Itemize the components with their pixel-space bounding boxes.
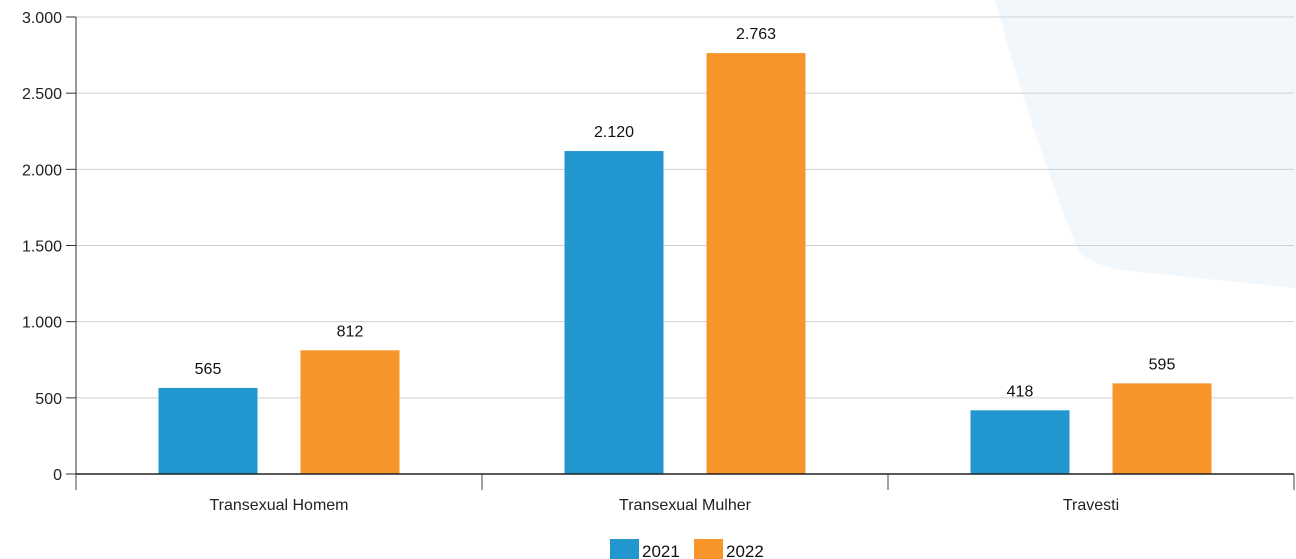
legend: 2021 2022 [610, 539, 764, 559]
y-tick-label: 2.000 [22, 162, 62, 179]
y-tick-label: 2.500 [22, 86, 62, 103]
data-label: 812 [337, 323, 364, 340]
data-label: 2.120 [594, 124, 634, 141]
x-tick-label: Transexual Mulher [619, 497, 752, 514]
x-axis: Transexual Homem Transexual Mulher Travest… [75, 473, 1295, 514]
bar-2021 [970, 410, 1070, 474]
y-tick-label: 3.000 [22, 10, 62, 27]
data-label: 565 [195, 361, 222, 378]
y-tick-label: 0 [53, 467, 62, 484]
y-tick-label: 500 [35, 391, 62, 408]
y-axis: 0 500 1.000 1.500 2.000 2.500 3.000 [22, 10, 77, 484]
background-decoration [995, 0, 1296, 288]
bar-2022 [1112, 383, 1212, 474]
bars [158, 53, 1212, 475]
bar-2021 [158, 387, 258, 474]
y-tick-label: 1.500 [22, 239, 62, 256]
bar-2022 [300, 350, 400, 474]
data-label: 2.763 [736, 26, 776, 43]
x-tick-label: Transexual Homem [209, 497, 348, 514]
data-labels: 565 812 2.120 2.763 418 595 [195, 26, 1176, 400]
data-label: 418 [1007, 383, 1034, 400]
legend-swatch-2021 [610, 539, 639, 559]
legend-swatch-2022 [694, 539, 723, 559]
y-tick-label: 1.000 [22, 315, 62, 332]
bar-2022 [706, 53, 806, 475]
gridlines [76, 16, 1294, 399]
x-tick-label: Travesti [1063, 497, 1119, 514]
data-label: 595 [1149, 356, 1176, 373]
legend-label: 2022 [726, 542, 764, 559]
legend-label: 2021 [642, 542, 680, 559]
bar-2021 [564, 151, 664, 474]
